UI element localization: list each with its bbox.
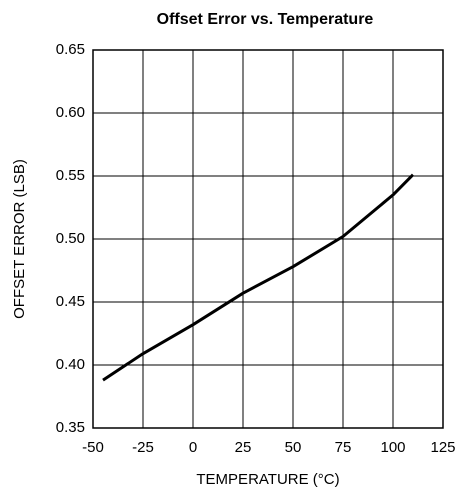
y-tick-label: 0.40: [56, 356, 85, 373]
x-tick-label: 75: [335, 439, 352, 456]
x-tick-label: 0: [189, 439, 197, 456]
y-tick-label: 0.65: [56, 41, 85, 58]
x-tick-label: -25: [132, 439, 154, 456]
chart-title: Offset Error vs. Temperature: [157, 11, 374, 28]
data-line: [102, 173, 415, 382]
x-tick-label: 25: [235, 439, 252, 456]
y-tick-label: 0.55: [56, 167, 85, 184]
plot-frame: [92, 49, 444, 429]
x-tick-label: 100: [380, 439, 405, 456]
y-tick-label: 0.60: [56, 104, 85, 121]
y-axis-label: OFFSET ERROR (LSB): [11, 159, 28, 319]
x-axis-label: TEMPERATURE (°C): [196, 471, 339, 488]
x-tick-label: 125: [430, 439, 455, 456]
x-tick-label: 50: [285, 439, 302, 456]
y-tick-label: 0.35: [56, 419, 85, 436]
x-tick-label: -50: [82, 439, 104, 456]
y-tick-label: 0.45: [56, 293, 85, 310]
y-tick-label: 0.50: [56, 230, 85, 247]
